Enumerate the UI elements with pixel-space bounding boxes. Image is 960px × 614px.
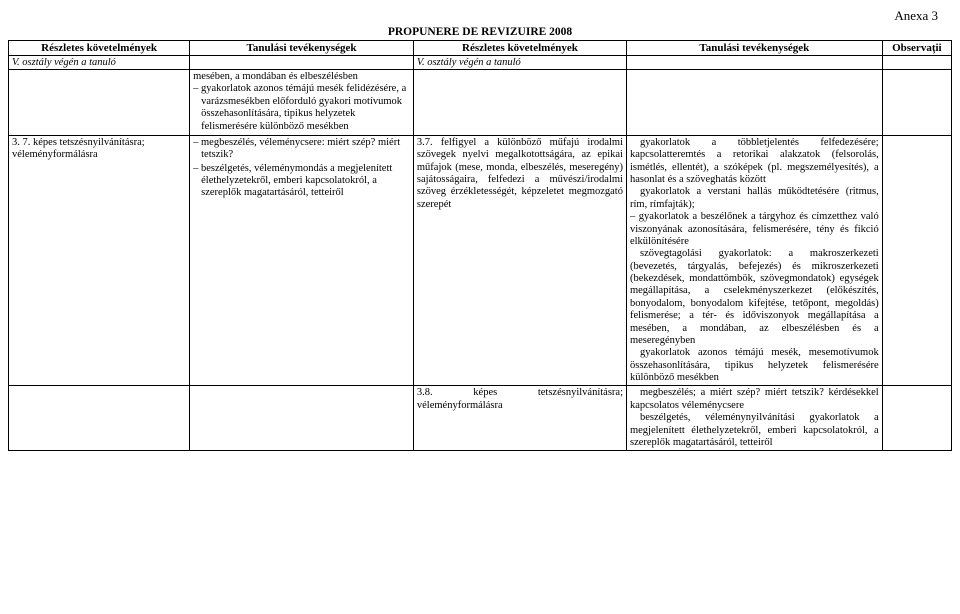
r1-c2: mesében, a mondában és elbeszélésben – g… [190, 70, 414, 136]
header-row: Részletes követelmények Tanulási tevéken… [9, 41, 952, 56]
r3-c2 [190, 386, 414, 451]
th-req-right: Részletes követelmények [413, 41, 626, 56]
r1-c3 [413, 70, 626, 136]
row-3: 3.8. képes tetszésnyilvánításra; vélemén… [9, 386, 952, 451]
sub-empty2 [626, 56, 882, 70]
th-act-right: Tanulási tevékenységek [626, 41, 882, 56]
r2-c1: 3. 7. képes tetszésnyilvánításra; vélemé… [9, 135, 190, 386]
r2-c2-a: – megbeszélés, véleménycsere: miért szép… [193, 137, 410, 162]
sub-right: V. osztály végén a tanuló [413, 56, 626, 70]
th-obs: Observații [882, 41, 951, 56]
r1-c5 [882, 70, 951, 136]
r2-c4-p5: gyakorlatok azonos témájú mesék, mesemot… [630, 347, 879, 384]
r3-c5 [882, 386, 951, 451]
r2-c2: – megbeszélés, véleménycsere: miért szép… [190, 135, 414, 386]
row-2: 3. 7. képes tetszésnyilvánításra; vélemé… [9, 135, 952, 386]
r1-c4 [626, 70, 882, 136]
r3-c3: 3.8. képes tetszésnyilvánításra; vélemén… [413, 386, 626, 451]
sub-empty3 [882, 56, 951, 70]
r2-c4-p4: szövegtagolási gyakorlatok: a makroszerk… [630, 248, 879, 347]
r1-c2-line2: – gyakorlatok azonos témájú mesék felidé… [193, 83, 410, 133]
r3-c1 [9, 386, 190, 451]
sub-left: V. osztály végén a tanuló [9, 56, 190, 70]
annex-label: Anexa 3 [8, 8, 938, 24]
revision-table: Részletes követelmények Tanulási tevéken… [8, 40, 952, 451]
r2-c4-p2: gyakorlatok a verstani hallás működtetés… [630, 186, 879, 211]
r3-c4: megbeszélés; a miért szép? miért tetszik… [626, 386, 882, 451]
r3-c4-p1: megbeszélés; a miért szép? miért tetszik… [630, 387, 879, 412]
r2-c5 [882, 135, 951, 386]
r2-c3: 3.7. felfigyel a különböző műfajú irodal… [413, 135, 626, 386]
th-act-left: Tanulási tevékenységek [190, 41, 414, 56]
row-1: mesében, a mondában és elbeszélésben – g… [9, 70, 952, 136]
th-req-left: Részletes követelmények [9, 41, 190, 56]
sub-empty1 [190, 56, 414, 70]
r1-c2-line1: mesében, a mondában és elbeszélésben [193, 71, 410, 83]
r2-c4-p3: – gyakorlatok a beszélőnek a tárgyhoz és… [630, 211, 879, 248]
r2-c4-p1: gyakorlatok a többletjelentés felfedezés… [630, 137, 879, 187]
r3-c4-p2: beszélgetés, véleménynyilvánítási gyakor… [630, 412, 879, 449]
r1-c1 [9, 70, 190, 136]
subheader-row: V. osztály végén a tanuló V. osztály vég… [9, 56, 952, 70]
r2-c2-b: – beszélgetés, véleménymondás a megjelen… [193, 163, 410, 200]
r2-c4: gyakorlatok a többletjelentés felfedezés… [626, 135, 882, 386]
page-title: PROPUNERE DE REVIZUIRE 2008 [8, 26, 952, 38]
